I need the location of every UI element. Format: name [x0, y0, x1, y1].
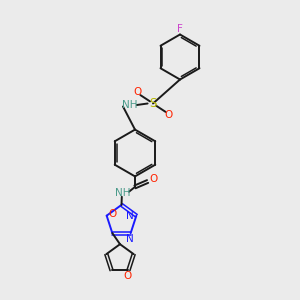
- Text: S: S: [149, 97, 157, 110]
- Text: F: F: [177, 23, 183, 34]
- Text: O: O: [123, 271, 131, 281]
- Text: NH: NH: [115, 188, 130, 199]
- Text: O: O: [109, 209, 117, 219]
- Text: O: O: [133, 87, 142, 97]
- Text: N: N: [126, 211, 134, 221]
- Text: O: O: [164, 110, 173, 120]
- Text: NH: NH: [122, 100, 138, 110]
- Text: O: O: [149, 174, 157, 184]
- Text: N: N: [126, 233, 134, 244]
